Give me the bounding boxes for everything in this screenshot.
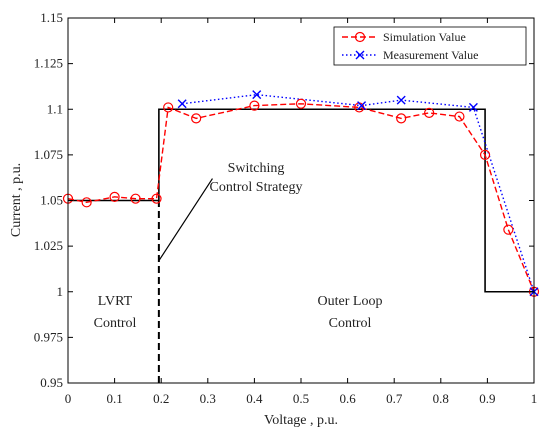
annotation-lvrt-line2: Control [94, 316, 137, 331]
x-tick-label: 0.4 [246, 391, 263, 406]
x-tick-label: 0.5 [293, 391, 309, 406]
y-tick-label: 1 [57, 284, 64, 299]
annotation-switching-line2: Control Strategy [210, 180, 303, 195]
data-point-measurement-value [468, 102, 478, 112]
data-point-simulation-value [479, 149, 491, 160]
data-point-simulation-value [424, 107, 435, 119]
y-tick-label: 1.05 [40, 193, 63, 208]
data-point-simulation-value [163, 102, 174, 113]
y-tick-label: 1.125 [34, 56, 63, 71]
y-tick-label: 0.975 [34, 329, 63, 344]
annotation-outer-line2: Control [329, 316, 372, 331]
data-point-simulation-value [454, 111, 465, 122]
x-tick-label: 0.6 [339, 391, 356, 406]
data-point-simulation-value [151, 193, 162, 204]
data-point-simulation-value [295, 98, 307, 109]
y-tick-label: 1.15 [40, 10, 63, 25]
y-tick-label: 1.025 [34, 238, 63, 253]
x-tick-label: 1 [531, 391, 538, 406]
x-tick-label: 0.9 [479, 391, 495, 406]
annotation-outer-line1: Outer Loop [318, 294, 383, 309]
y-tick-label: 0.95 [40, 375, 63, 390]
legend-label-simulation: Simulation Value [383, 30, 466, 44]
legend-marker-simulation [354, 31, 366, 43]
data-point-simulation-value [249, 100, 260, 111]
annotation-lvrt-line1: LVRT [98, 294, 133, 309]
data-point-simulation-value [109, 191, 120, 202]
data-point-simulation-value [396, 113, 407, 124]
legend-marker-measurement [355, 50, 365, 60]
legend-box [333, 26, 527, 66]
data-point-simulation-value [81, 197, 92, 208]
x-tick-label: 0.1 [106, 391, 122, 406]
data-point-simulation-value [130, 193, 141, 204]
annotation-pointer [158, 178, 213, 262]
series-line-reference-step [68, 108, 534, 293]
series-line-simulation-value [67, 103, 535, 293]
series-line-measurement-value [182, 93, 535, 292]
y-axis-label: Current , p.u. [9, 163, 24, 237]
legend: Simulation Value Measurement Value [333, 26, 527, 66]
y-tick-label: 1.1 [47, 101, 63, 116]
data-point-measurement-value [177, 99, 187, 109]
series-layer [67, 93, 535, 383]
legend-label-measurement: Measurement Value [383, 48, 478, 62]
data-point-simulation-value [191, 113, 202, 124]
x-tick-label: 0 [65, 391, 72, 406]
y-tick-label: 1.075 [34, 147, 63, 162]
marker-layer [62, 90, 540, 297]
data-point-measurement-value [357, 101, 367, 111]
data-point-measurement-value [396, 95, 406, 105]
x-tick-label: 0.7 [386, 391, 403, 406]
x-tick-label: 0.3 [200, 391, 216, 406]
data-point-simulation-value [503, 224, 514, 235]
x-axis-label: Voltage , p.u. [264, 413, 338, 428]
x-tick-label: 0.2 [153, 391, 169, 406]
data-point-measurement-value [252, 90, 262, 100]
tick-layer: 0 0.1 0.2 0.3 0.4 0.5 0.6 0.7 0.8 0.9 1 0.95 0.975 1 1… [34, 10, 538, 406]
x-tick-label: 0.8 [433, 391, 449, 406]
annotation-switching-line1: Switching [228, 161, 285, 176]
